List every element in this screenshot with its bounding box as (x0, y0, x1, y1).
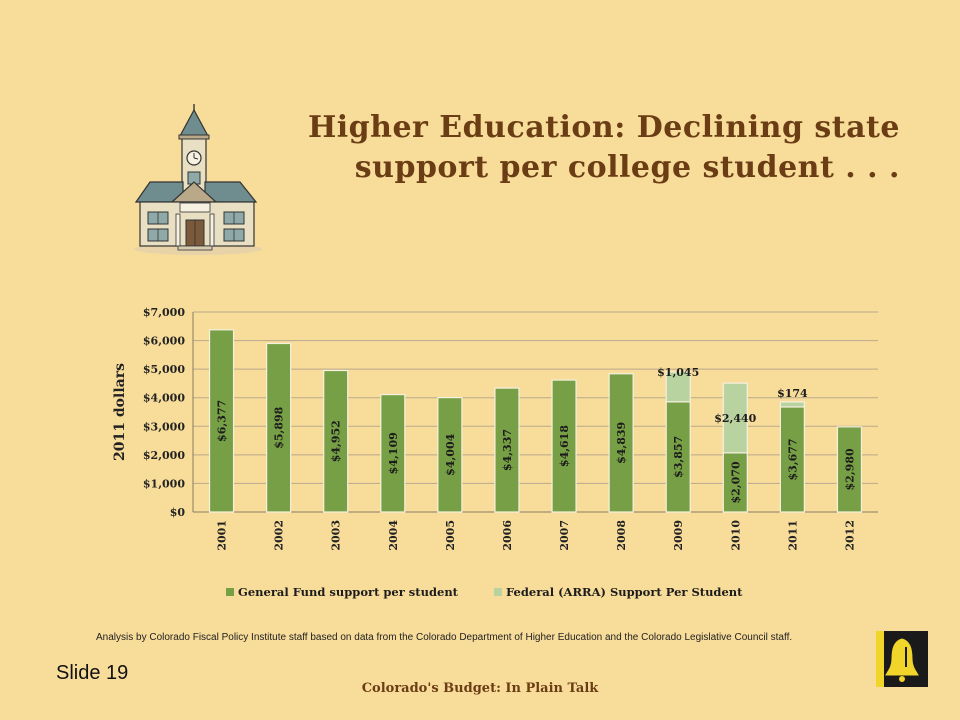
x-tick-label: 2002 (273, 520, 286, 551)
college-building-icon (134, 104, 262, 255)
y-axis-title: 2011 dollars (112, 363, 128, 461)
bar-general-fund (323, 369, 349, 513)
bar-arra-label: $1,045 (657, 366, 699, 379)
bar-general-fund (836, 426, 863, 513)
x-tick-label: 2005 (444, 520, 457, 551)
x-tick-label: 2003 (330, 520, 343, 551)
bar-value-label: $4,839 (615, 422, 628, 464)
bar-general-fund (208, 329, 235, 513)
legend-label: Federal (ARRA) Support Per Student (506, 585, 743, 599)
x-tick-label: 2011 (786, 520, 799, 551)
x-tick-label: 2012 (843, 520, 856, 551)
bar-general-fund (722, 452, 748, 513)
bar-general-fund (437, 397, 463, 513)
bar-chart: $0 $1,000 $2,000 $3,000 $4,000 $5,000 $6,000 $7… (112, 306, 878, 599)
bar-general-fund (266, 342, 292, 513)
x-tick-label: 2007 (558, 520, 571, 551)
bar-value-label: $4,109 (387, 432, 400, 474)
bar-value-label: $4,004 (444, 433, 457, 475)
x-tick-label: 2008 (615, 520, 628, 551)
legend-label: General Fund support per student (238, 585, 459, 599)
legend-swatch (494, 588, 502, 596)
x-tick-label: 2010 (729, 520, 742, 551)
y-tick-label: $3,000 (143, 420, 185, 433)
y-tick-label: $7,000 (143, 306, 185, 319)
bar-value-label: $4,337 (501, 429, 514, 471)
bar-general-fund (779, 406, 805, 513)
y-tick-label: $2,000 (143, 449, 185, 462)
bar-general-fund (665, 401, 691, 513)
bar-value-label: $6,377 (216, 400, 229, 442)
bar-arra-label: $174 (777, 387, 808, 400)
bar-value-label: $5,898 (273, 406, 286, 448)
x-tick-label: 2004 (387, 520, 400, 551)
x-tick-label: 2006 (501, 520, 514, 551)
slide-title-line-2: support per college student . . . (354, 150, 900, 185)
bar-value-label: $4,952 (330, 420, 343, 462)
bar-value-label: $4,618 (558, 425, 571, 467)
x-tick-label: 2001 (216, 520, 229, 551)
bar-federal-arra (779, 401, 805, 408)
source-footnote: Analysis by Colorado Fiscal Policy Insti… (96, 632, 793, 643)
y-tick-label: $1,000 (143, 477, 185, 490)
slide-title-line-1: Higher Education: Declining state (307, 110, 900, 145)
y-tick-label: $5,000 (143, 363, 185, 376)
bar-value-label: $2,070 (729, 461, 742, 503)
bar-general-fund (551, 379, 577, 513)
bar-value-label: $2,980 (843, 448, 856, 490)
y-tick-label: $6,000 (143, 335, 185, 348)
slide-number: Slide 19 (56, 662, 129, 684)
bar-value-label: $3,857 (672, 436, 685, 478)
bar-federal-arra (665, 371, 691, 403)
bar-value-label: $3,677 (786, 438, 799, 480)
bar-general-fund (494, 387, 520, 513)
y-tick-label: $0 (170, 506, 186, 519)
y-tick-label: $4,000 (143, 392, 185, 405)
bar-general-fund (608, 373, 634, 513)
legend-swatch (226, 588, 234, 596)
bar-federal-arra (722, 382, 748, 454)
bar-arra-label: $2,440 (714, 412, 756, 425)
footer-text: Colorado's Budget: In Plain Talk (361, 681, 599, 696)
x-tick-label: 2009 (672, 520, 685, 551)
bar-general-fund (380, 394, 406, 513)
bell-logo-icon (876, 631, 928, 687)
slide-title: Higher Education: Declining state suppor… (220, 108, 900, 188)
